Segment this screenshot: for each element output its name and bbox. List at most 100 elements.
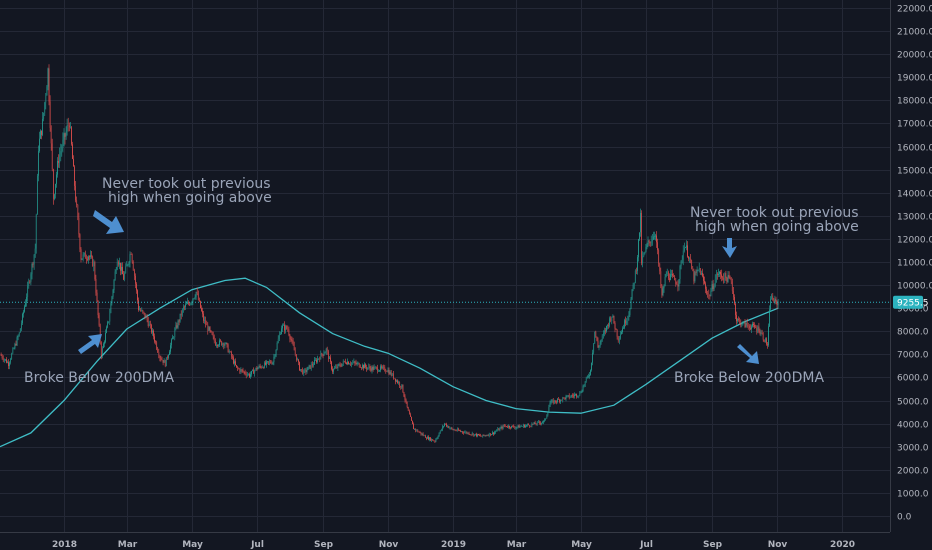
candle-body bbox=[362, 365, 363, 368]
candle-body bbox=[622, 328, 623, 332]
candle-body bbox=[178, 320, 180, 322]
candle-body bbox=[769, 309, 770, 327]
candle-body bbox=[423, 435, 425, 436]
candle-body bbox=[437, 436, 439, 438]
candle-body bbox=[527, 424, 528, 426]
candle-body bbox=[257, 367, 259, 370]
candle-body bbox=[113, 280, 115, 291]
candle-body bbox=[774, 298, 776, 303]
candle-body bbox=[525, 425, 526, 428]
candle-body bbox=[91, 255, 92, 257]
candle-body bbox=[416, 429, 418, 431]
candle-body bbox=[24, 306, 25, 312]
candle-body bbox=[449, 428, 451, 429]
candle-body bbox=[397, 380, 398, 383]
candle-body bbox=[233, 357, 234, 364]
candle-body bbox=[164, 360, 166, 367]
candle-body bbox=[172, 337, 173, 340]
candle-body bbox=[175, 325, 177, 330]
candle-body bbox=[31, 263, 33, 275]
candle-body bbox=[153, 330, 154, 337]
candle-body bbox=[714, 279, 716, 286]
candle-body bbox=[555, 400, 556, 402]
candle-body bbox=[41, 130, 42, 135]
candle-body bbox=[450, 427, 452, 429]
candle-body bbox=[590, 370, 591, 375]
candle-body bbox=[432, 439, 434, 441]
candle-body bbox=[458, 429, 459, 431]
candle-body bbox=[77, 205, 79, 218]
candle-body bbox=[464, 432, 466, 434]
candle-body bbox=[18, 332, 20, 336]
arrow-up-left-icon bbox=[737, 344, 759, 364]
candle-body bbox=[361, 367, 362, 369]
time-axis[interactable]: 2018 Mar May Jul Sep Nov 2019 Mar May Jul Sep Nov 20… bbox=[0, 532, 932, 550]
candle-body bbox=[326, 348, 328, 352]
candle-body bbox=[395, 378, 396, 382]
candle-body bbox=[620, 334, 621, 339]
candle-body bbox=[369, 366, 371, 369]
candle-body bbox=[706, 288, 707, 294]
candle-body bbox=[89, 256, 90, 258]
candle-body bbox=[346, 363, 347, 365]
candle-body bbox=[455, 430, 457, 432]
candle-body bbox=[513, 426, 515, 428]
candle-body bbox=[42, 118, 43, 135]
candle-body bbox=[216, 345, 217, 346]
candle-body bbox=[514, 427, 516, 429]
candle-body bbox=[313, 364, 314, 366]
candle-body bbox=[470, 434, 472, 436]
candle-body bbox=[122, 267, 123, 275]
candle-body bbox=[740, 320, 742, 326]
candle-body bbox=[255, 367, 257, 371]
candle-body bbox=[204, 320, 205, 321]
candle-body bbox=[356, 363, 358, 365]
price-axis[interactable]: 22000.0 21000.0 20000.0 19000.0 18000.0 17000… bbox=[890, 0, 932, 550]
candle-body bbox=[607, 324, 608, 326]
candle-body bbox=[134, 270, 135, 276]
candle-body bbox=[186, 303, 187, 305]
candle-body bbox=[343, 361, 345, 362]
candle-body bbox=[430, 437, 431, 441]
candle-body bbox=[427, 436, 428, 439]
candle-body bbox=[304, 369, 306, 371]
candle-body bbox=[558, 399, 559, 400]
candle-body bbox=[223, 343, 225, 346]
candle-body bbox=[67, 125, 69, 126]
moving-average-200-line bbox=[0, 277, 779, 448]
moving-average-layer bbox=[0, 277, 779, 448]
candle-body bbox=[79, 234, 81, 250]
grid-layer bbox=[0, 0, 890, 532]
candle-body bbox=[97, 300, 99, 316]
candle-body bbox=[211, 331, 213, 335]
candle-body bbox=[617, 336, 619, 341]
candle-body bbox=[548, 407, 550, 412]
candle-body bbox=[618, 338, 620, 341]
candle-body bbox=[105, 333, 106, 342]
candle-body bbox=[403, 392, 405, 397]
candle-body bbox=[2, 358, 4, 361]
candle-body bbox=[768, 326, 769, 346]
candle-body bbox=[652, 239, 653, 241]
candle-body bbox=[82, 254, 84, 259]
candle-body bbox=[237, 366, 239, 369]
candle-body bbox=[318, 358, 320, 360]
candle-body bbox=[712, 284, 714, 289]
candle-body bbox=[3, 359, 5, 361]
candle-body bbox=[294, 350, 296, 355]
candle-body bbox=[292, 340, 294, 345]
candle-body bbox=[124, 273, 126, 280]
candle-body bbox=[533, 422, 535, 425]
candle-body bbox=[196, 291, 198, 294]
candle-body bbox=[689, 258, 690, 260]
candle-body bbox=[61, 148, 63, 152]
candle-body bbox=[692, 268, 694, 271]
candle-body bbox=[462, 431, 463, 433]
candle-body bbox=[685, 247, 686, 248]
candle-body bbox=[474, 434, 475, 436]
candle-body bbox=[14, 344, 16, 349]
candle-body bbox=[648, 240, 650, 242]
candle-body bbox=[626, 321, 628, 324]
